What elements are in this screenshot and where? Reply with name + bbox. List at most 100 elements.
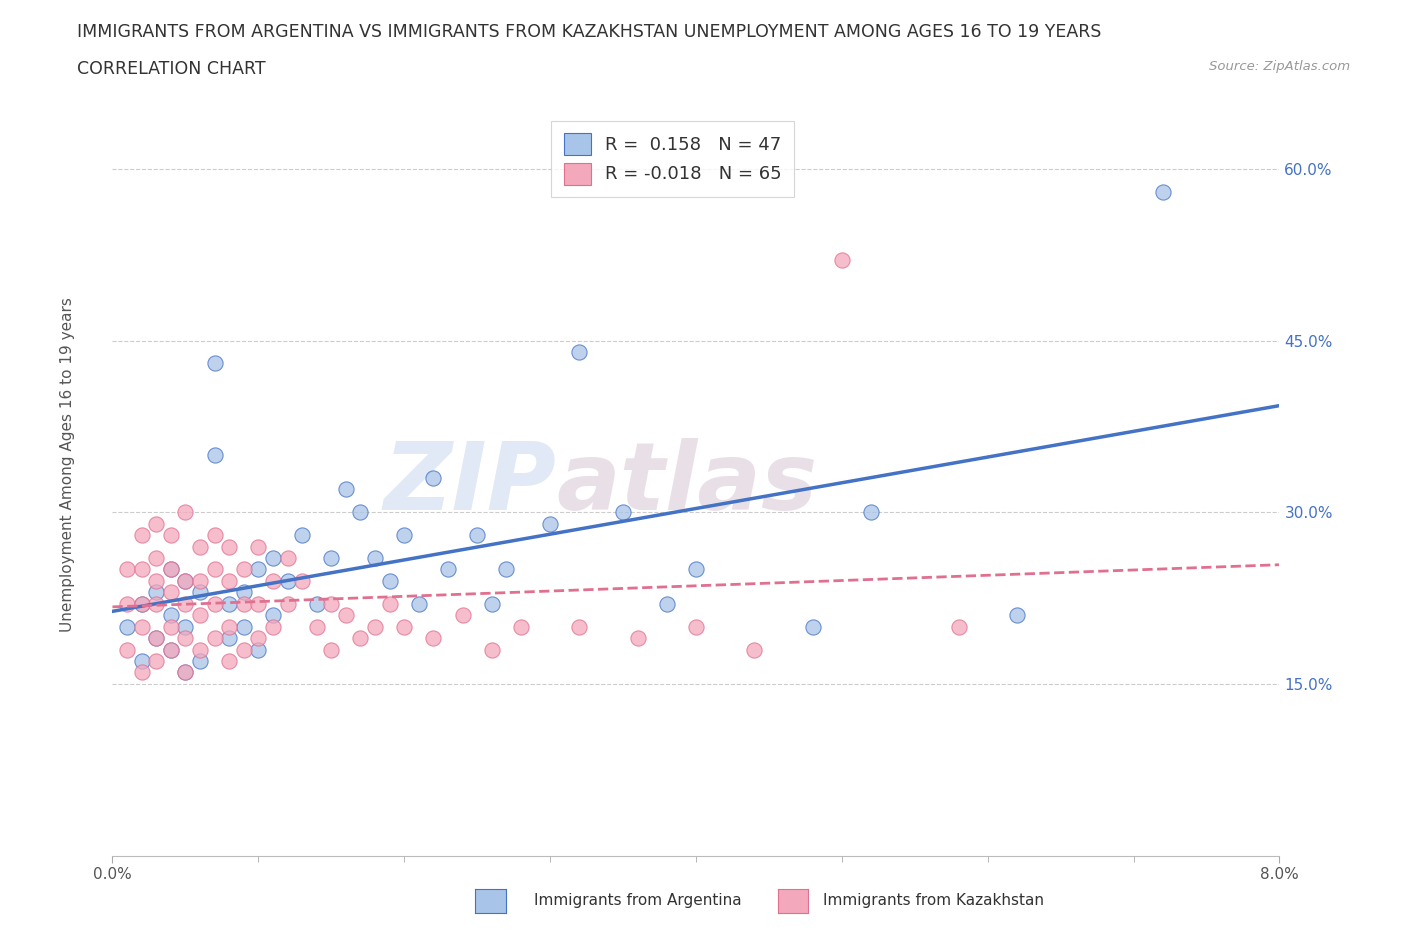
Point [174,665,197,680]
Point [174,596,197,611]
Point [232,642,254,657]
Point [218,596,240,611]
Point [742,642,765,657]
Point [145,516,167,531]
Point [218,574,240,589]
Point [145,574,167,589]
Point [174,505,197,520]
Point [115,562,138,577]
Point [335,482,357,497]
Text: CORRELATION CHART: CORRELATION CHART [77,60,266,78]
Point [188,574,211,589]
Point [160,642,183,657]
Point [131,665,153,680]
Point [1152,184,1174,199]
Point [801,619,824,634]
Point [247,642,270,657]
Point [160,562,183,577]
Point [174,619,197,634]
Point [218,654,240,669]
Point [204,631,226,645]
Point [204,596,226,611]
Point [232,619,254,634]
Point [188,608,211,623]
Point [394,527,416,542]
Point [131,654,153,669]
Point [305,619,328,634]
Point [276,596,298,611]
Point [276,574,298,589]
Point [247,539,270,554]
Text: Immigrants from Argentina: Immigrants from Argentina [534,893,742,908]
Point [145,631,167,645]
Point [218,539,240,554]
Point [145,551,167,565]
Point [321,642,343,657]
Point [174,631,197,645]
Point [115,596,138,611]
Point [247,631,270,645]
Point [262,551,284,565]
Text: IMMIGRANTS FROM ARGENTINA VS IMMIGRANTS FROM KAZAKHSTAN UNEMPLOYMENT AMONG AGES : IMMIGRANTS FROM ARGENTINA VS IMMIGRANTS … [77,23,1102,41]
Point [481,642,503,657]
Point [247,562,270,577]
Point [349,631,371,645]
Point [335,608,357,623]
Text: Unemployment Among Ages 16 to 19 years: Unemployment Among Ages 16 to 19 years [60,298,75,632]
Point [378,596,401,611]
Point [145,631,167,645]
Point [948,619,970,634]
Point [115,619,138,634]
Point [437,562,460,577]
Point [481,596,503,611]
Point [131,619,153,634]
Text: Immigrants from Kazakhstan: Immigrants from Kazakhstan [823,893,1043,908]
Point [218,619,240,634]
Point [321,596,343,611]
Point [188,539,211,554]
Point [131,527,153,542]
Text: ZIP: ZIP [382,438,555,529]
Point [422,471,444,485]
Point [247,596,270,611]
Point [612,505,634,520]
Point [131,596,153,611]
Point [262,608,284,623]
Point [131,562,153,577]
Point [627,631,650,645]
Text: Source: ZipAtlas.com: Source: ZipAtlas.com [1209,60,1350,73]
Text: atlas: atlas [555,438,817,529]
Point [291,574,314,589]
Point [262,574,284,589]
Point [321,551,343,565]
Point [364,551,387,565]
Point [685,619,707,634]
Point [364,619,387,634]
Point [422,631,444,645]
Point [160,608,183,623]
Point [349,505,371,520]
Point [188,585,211,600]
Point [291,527,314,542]
Point [160,619,183,634]
Point [160,527,183,542]
Point [568,619,591,634]
Point [394,619,416,634]
Point [188,642,211,657]
Point [859,505,883,520]
Point [831,253,853,268]
Point [204,527,226,542]
Point [145,585,167,600]
Point [305,596,328,611]
Point [232,562,254,577]
Point [568,344,591,359]
Legend: R =  0.158   N = 47, R = -0.018   N = 65: R = 0.158 N = 47, R = -0.018 N = 65 [551,121,794,197]
Point [276,551,298,565]
Point [232,585,254,600]
Point [174,574,197,589]
Point [378,574,401,589]
Point [160,642,183,657]
Point [204,562,226,577]
Point [1005,608,1028,623]
Point [145,596,167,611]
